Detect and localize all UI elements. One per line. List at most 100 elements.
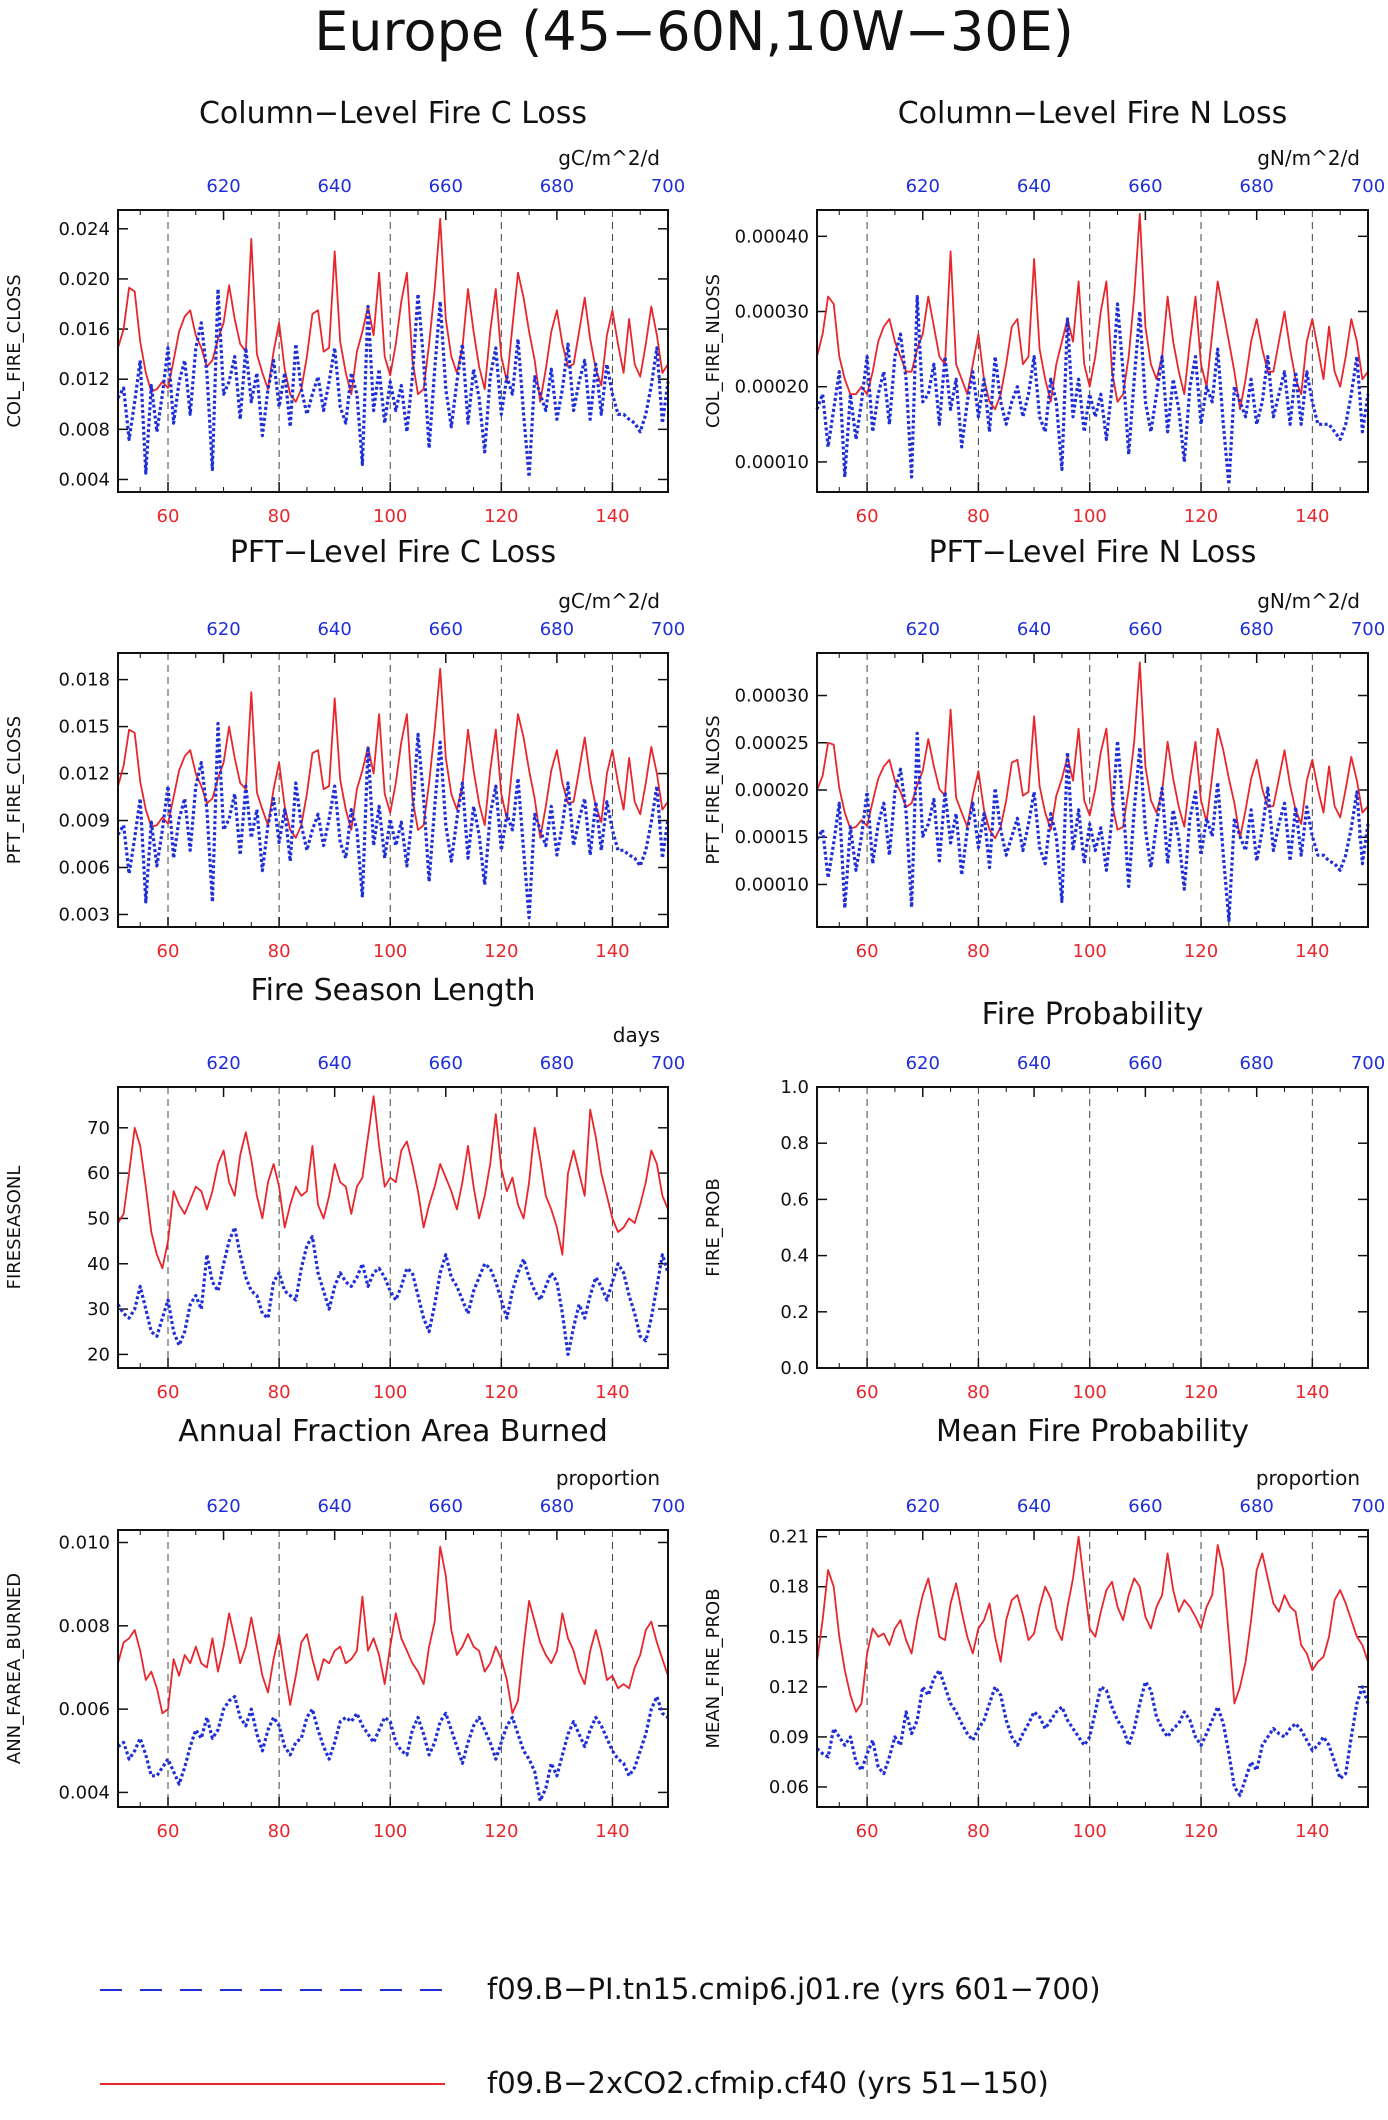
- y-tick-label: 60: [87, 1163, 110, 1184]
- series-line-blue: [815, 731, 1370, 923]
- y-tick-label: 0.00030: [735, 302, 809, 323]
- x-top-tick-label: 640: [317, 176, 351, 197]
- x-top-tick-label: 700: [651, 1496, 685, 1517]
- y-tick-label: 0.00040: [735, 226, 809, 247]
- x-top-tick-label: 660: [429, 619, 463, 640]
- y-axis-label: PFT_FIRE_NLOSS: [703, 715, 724, 864]
- x-bottom-tick-label: 100: [1073, 941, 1107, 962]
- y-axis-label: ANN_FAREA_BURNED: [4, 1573, 25, 1764]
- y-tick-label: 0.00020: [735, 377, 809, 398]
- x-top-tick-label: 640: [1017, 176, 1051, 197]
- y-tick-label: 20: [87, 1344, 110, 1365]
- x-bottom-tick-label: 140: [1295, 1821, 1329, 1842]
- panel-col_fire_nloss: Column−Level Fire N Loss gN/m^2/d COL_FIRE…: [703, 96, 1385, 527]
- y-tick-label: 0.06: [769, 1777, 809, 1798]
- x-top-tick-label: 660: [1128, 1053, 1162, 1074]
- x-bottom-tick-label: 140: [595, 506, 629, 527]
- panel-fireseasonl: Fire Season Length days FIRESEASONL 60 80 100…: [4, 973, 685, 1403]
- x-top-tick-label: 700: [1351, 176, 1385, 197]
- x-top-tick-label: 620: [906, 176, 940, 197]
- y-tick-label: 0.008: [58, 1616, 110, 1637]
- panel-ann_farea_burned: Annual Fraction Area Burned proportion ANN…: [4, 1414, 685, 1842]
- y-axis-label: MEAN_FIRE_PROB: [703, 1588, 724, 1748]
- y-axis-label: PFT_FIRE_CLOSS: [4, 716, 25, 864]
- y-tick-label: 50: [87, 1208, 110, 1229]
- y-tick-label: 0.15: [769, 1627, 809, 1648]
- x-bottom-tick-label: 140: [1295, 941, 1329, 962]
- x-top-tick-label: 680: [540, 1496, 574, 1517]
- x-bottom-tick-label: 60: [157, 941, 180, 962]
- y-tick-label: 0.00025: [735, 733, 809, 754]
- y-tick-label: 0.010: [58, 1532, 110, 1553]
- plot-frame: [117, 1086, 669, 1369]
- x-bottom-tick-label: 80: [268, 506, 291, 527]
- chart-title: PFT−Level Fire C Loss: [230, 535, 556, 570]
- x-bottom-tick-label: 140: [1295, 1382, 1329, 1403]
- y-tick-label: 1.0: [780, 1077, 809, 1098]
- y-tick-label: 0.009: [58, 811, 110, 832]
- x-bottom-tick-label: 120: [1184, 506, 1218, 527]
- x-top-tick-label: 620: [906, 1496, 940, 1517]
- y-tick-label: 0.4: [780, 1246, 809, 1267]
- x-bottom-tick-label: 100: [1073, 1382, 1107, 1403]
- x-bottom-tick-label: 80: [268, 941, 291, 962]
- y-tick-label: 30: [87, 1299, 110, 1320]
- x-top-tick-label: 680: [1240, 619, 1274, 640]
- y-tick-label: 40: [87, 1254, 110, 1275]
- x-bottom-tick-label: 120: [484, 941, 518, 962]
- x-top-tick-label: 620: [206, 176, 240, 197]
- x-top-tick-label: 640: [317, 1496, 351, 1517]
- x-bottom-tick-label: 120: [1184, 941, 1218, 962]
- y-tick-label: 0.00010: [735, 874, 809, 895]
- plot-frame: [117, 1529, 669, 1808]
- y-axis-label: COL_FIRE_CLOSS: [4, 274, 25, 427]
- series-line-red: [117, 1095, 669, 1270]
- chart-title: Column−Level Fire N Loss: [898, 96, 1288, 131]
- y-tick-label: 0.21: [769, 1527, 809, 1548]
- y-tick-label: 0.0: [780, 1358, 809, 1379]
- x-top-tick-label: 660: [429, 1496, 463, 1517]
- y-tick-label: 0.6: [780, 1189, 809, 1210]
- chart-title: Fire Season Length: [251, 973, 536, 1008]
- x-bottom-tick-label: 60: [157, 506, 180, 527]
- x-top-tick-label: 700: [1351, 1053, 1385, 1074]
- x-bottom-tick-label: 100: [373, 506, 407, 527]
- x-bottom-tick-label: 80: [967, 1821, 990, 1842]
- x-top-tick-label: 700: [651, 1053, 685, 1074]
- x-top-tick-label: 640: [317, 619, 351, 640]
- x-bottom-tick-label: 80: [967, 1382, 990, 1403]
- y-tick-label: 0.006: [58, 1699, 110, 1720]
- x-bottom-tick-label: 120: [484, 506, 518, 527]
- y-tick-label: 0.012: [58, 764, 110, 785]
- chart-title: Mean Fire Probability: [936, 1414, 1249, 1449]
- x-top-tick-label: 620: [906, 619, 940, 640]
- series-line-red: [816, 1535, 1369, 1713]
- x-bottom-tick-label: 80: [967, 506, 990, 527]
- x-bottom-tick-label: 120: [484, 1821, 518, 1842]
- y-tick-label: 0.12: [769, 1677, 809, 1698]
- series-line-red: [117, 217, 669, 403]
- chart-title: PFT−Level Fire N Loss: [929, 535, 1257, 570]
- x-bottom-tick-label: 100: [373, 1382, 407, 1403]
- y-tick-label: 0.012: [58, 369, 110, 390]
- units-label: proportion: [1256, 1466, 1360, 1490]
- y-axis-label: FIRESEASONL: [4, 1166, 25, 1290]
- x-top-tick-label: 640: [1017, 1053, 1051, 1074]
- x-top-tick-label: 620: [206, 1496, 240, 1517]
- x-bottom-tick-label: 140: [595, 941, 629, 962]
- series-line-blue: [116, 1225, 670, 1357]
- x-top-tick-label: 660: [1128, 1496, 1162, 1517]
- y-tick-label: 0.8: [780, 1133, 809, 1154]
- series-line-blue: [116, 721, 670, 920]
- x-top-tick-label: 680: [540, 1053, 574, 1074]
- y-tick-label: 0.00015: [735, 827, 809, 848]
- y-tick-label: 0.024: [58, 219, 110, 240]
- x-bottom-tick-label: 60: [157, 1821, 180, 1842]
- units-label: gN/m^2/d: [1257, 146, 1360, 170]
- series-line-blue: [815, 294, 1370, 487]
- y-tick-label: 0.00010: [735, 452, 809, 473]
- y-tick-label: 0.015: [58, 717, 110, 738]
- x-top-tick-label: 680: [1240, 176, 1274, 197]
- units-label: proportion: [556, 1466, 660, 1490]
